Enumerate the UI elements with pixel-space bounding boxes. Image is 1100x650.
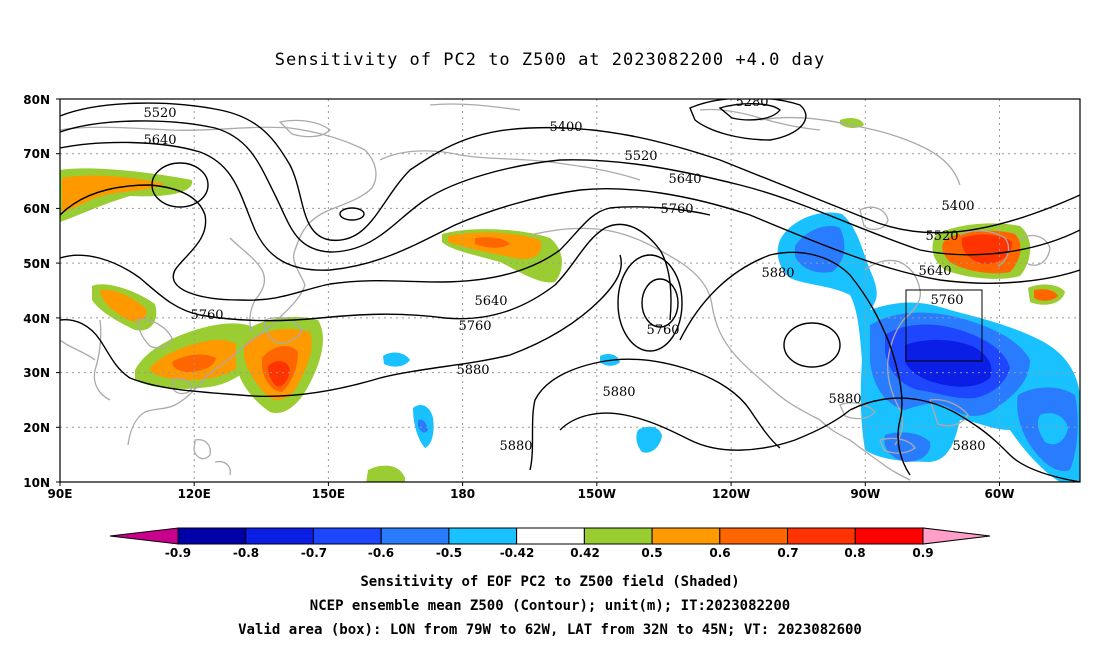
contour-label: 5760 (190, 308, 223, 323)
lat-label: 40N (23, 312, 50, 326)
colorbar-boxes (109, 527, 991, 545)
caption-line-1: Sensitivity of EOF PC2 to Z500 field (Sh… (360, 574, 740, 590)
colorbar-box (312, 527, 382, 545)
contour-label: 5880 (499, 439, 532, 454)
lon-label: 90W (850, 487, 880, 501)
colorbar-label: 0.5 (641, 546, 662, 560)
lat-label: 60N (23, 202, 50, 216)
colorbar-high-arrow (922, 527, 991, 545)
contour-label: 5760 (930, 293, 963, 308)
latitude-labels: 80N 70N 60N 50N 40N 30N 20N 10N (23, 93, 50, 490)
lat-label: 20N (23, 421, 50, 435)
lon-label: 120W (712, 487, 750, 501)
colorbar-box (719, 527, 789, 545)
map-title: Sensitivity of PC2 to Z500 at 2023082200… (274, 50, 826, 70)
caption-line-2: NCEP ensemble mean Z500 (Contour); unit(… (309, 598, 791, 614)
colorbar-box (177, 527, 247, 545)
colorbar-labels: -0.9 -0.8 -0.7 -0.6 -0.5 -0.42 0.42 0.5 … (165, 546, 934, 560)
colorbar-label: -0.8 (233, 546, 259, 560)
longitude-labels: 90E 120E 150E 180 150W 120W 90W 60W (48, 487, 1015, 501)
lat-label: 10N (23, 476, 50, 490)
contour-label: 5520 (925, 229, 958, 244)
graticule (60, 99, 1080, 482)
colorbar-label: 0.9 (912, 546, 933, 560)
contour-label: 5880 (456, 363, 489, 378)
lat-label: 30N (23, 366, 50, 380)
lon-label: 150E (312, 487, 345, 501)
contour-label: 5760 (458, 319, 491, 334)
map-plot-area: 5520 5640 5400 5280 5520 5640 5760 5400 … (60, 95, 1080, 482)
colorbar-label: 0.7 (777, 546, 798, 560)
colorbar-box (516, 527, 585, 545)
lon-label: 120E (178, 487, 211, 501)
colorbar-low-arrow (109, 527, 179, 545)
colorbar-box (380, 527, 450, 545)
lat-label: 70N (23, 147, 50, 161)
colorbar-box (651, 527, 721, 545)
contour-label: 5640 (668, 172, 701, 187)
lon-label: 90E (48, 487, 73, 501)
lat-label: 80N (23, 93, 50, 107)
contour-label: 5400 (941, 199, 974, 214)
contour-label: 5640 (918, 264, 951, 279)
caption-line-3: Valid area (box): LON from 79W to 62W, L… (238, 622, 862, 638)
contour-label: 5520 (143, 106, 176, 121)
contour-label: 5880 (952, 439, 985, 454)
contour-label: 5880 (602, 385, 635, 400)
contour-label: 5520 (624, 149, 657, 164)
colorbar-label: -0.7 (301, 546, 327, 560)
colorbar-label: -0.42 (500, 546, 535, 560)
contour-label: 5760 (660, 202, 693, 217)
contour-label: 5400 (549, 120, 582, 135)
z500-contours (60, 102, 1080, 482)
colorbar-label: 0.42 (570, 546, 600, 560)
lon-label: 150W (578, 487, 616, 501)
colorbar-box (787, 527, 856, 545)
map-frame (59, 98, 1081, 483)
valid-area-box (905, 289, 983, 362)
colorbar-label: 0.8 (844, 546, 865, 560)
colorbar-label: -0.5 (436, 546, 462, 560)
colorbar-label: 0.6 (709, 546, 730, 560)
contour-label: 5640 (474, 294, 507, 309)
colorbar-label: -0.6 (368, 546, 394, 560)
colorbar-box (245, 527, 314, 545)
colorbar-box (854, 527, 924, 545)
colorbar-label: -0.9 (165, 546, 191, 560)
lon-label: 60W (985, 487, 1015, 501)
lon-label: 180 (450, 487, 475, 501)
colorbar-box (448, 527, 518, 545)
contour-label: 5280 (735, 95, 768, 110)
lat-label: 50N (23, 257, 50, 271)
closed-contours (151, 99, 841, 368)
contour-label: 5760 (646, 323, 679, 338)
contour-label: 5880 (761, 266, 794, 281)
contour-labels: 5520 5640 5400 5280 5520 5640 5760 5400 … (143, 95, 985, 454)
colorbar-box (583, 527, 653, 545)
axis-ticks (56, 98, 1000, 486)
contour-label: 5880 (828, 392, 861, 407)
contour-label: 5640 (143, 133, 176, 148)
